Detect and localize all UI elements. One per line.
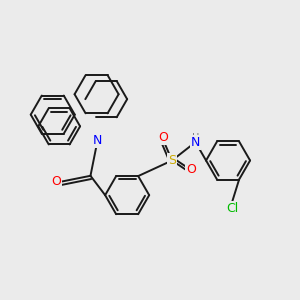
Text: N: N <box>191 136 200 149</box>
Text: O: O <box>158 131 168 145</box>
Text: O: O <box>186 163 196 176</box>
Text: Cl: Cl <box>227 202 239 215</box>
Text: O: O <box>51 176 61 188</box>
Text: S: S <box>168 154 176 167</box>
Text: H: H <box>192 133 199 143</box>
Text: N: N <box>93 134 102 147</box>
